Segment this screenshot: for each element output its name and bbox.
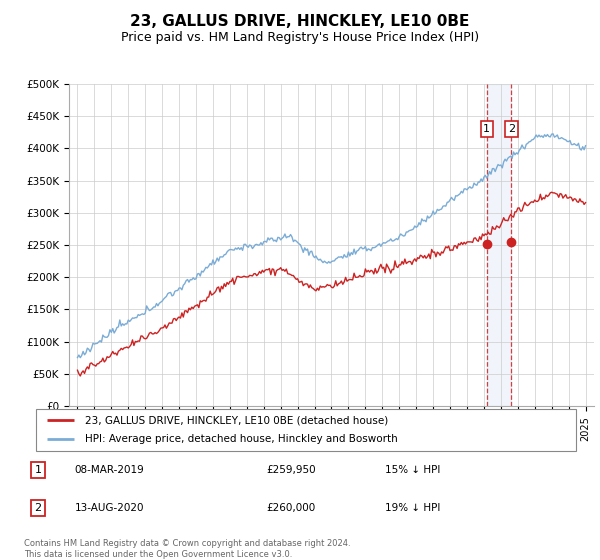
Text: £260,000: £260,000 bbox=[266, 503, 316, 513]
Text: 2: 2 bbox=[508, 124, 515, 134]
Text: HPI: Average price, detached house, Hinckley and Bosworth: HPI: Average price, detached house, Hinc… bbox=[85, 435, 397, 445]
Text: 2: 2 bbox=[35, 503, 41, 513]
Text: 1: 1 bbox=[483, 124, 490, 134]
Text: Contains HM Land Registry data © Crown copyright and database right 2024.
This d: Contains HM Land Registry data © Crown c… bbox=[24, 539, 350, 559]
Text: £259,950: £259,950 bbox=[266, 465, 316, 475]
Text: 23, GALLUS DRIVE, HINCKLEY, LE10 0BE: 23, GALLUS DRIVE, HINCKLEY, LE10 0BE bbox=[130, 14, 470, 29]
Text: 13-AUG-2020: 13-AUG-2020 bbox=[75, 503, 144, 513]
Text: Price paid vs. HM Land Registry's House Price Index (HPI): Price paid vs. HM Land Registry's House … bbox=[121, 31, 479, 44]
Text: 08-MAR-2019: 08-MAR-2019 bbox=[75, 465, 145, 475]
Text: 1: 1 bbox=[35, 465, 41, 475]
Text: 23, GALLUS DRIVE, HINCKLEY, LE10 0BE (detached house): 23, GALLUS DRIVE, HINCKLEY, LE10 0BE (de… bbox=[85, 415, 388, 425]
Text: 15% ↓ HPI: 15% ↓ HPI bbox=[385, 465, 440, 475]
Text: 19% ↓ HPI: 19% ↓ HPI bbox=[385, 503, 440, 513]
Bar bbox=[487, 84, 511, 406]
